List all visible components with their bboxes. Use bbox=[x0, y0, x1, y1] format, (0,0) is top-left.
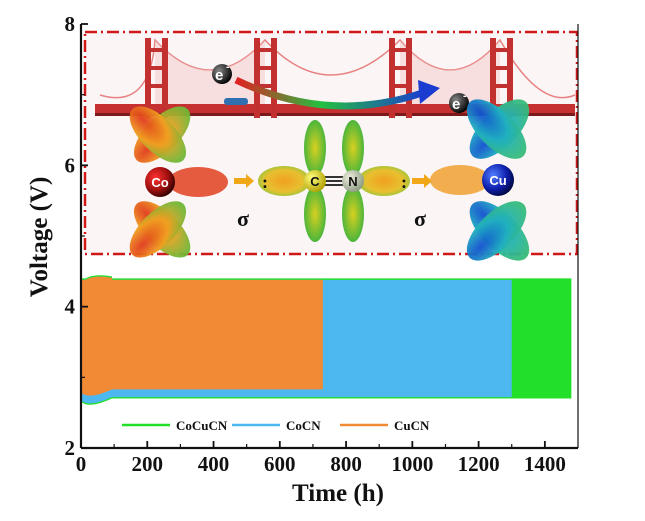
svg-text:N: N bbox=[348, 174, 357, 189]
series-layer bbox=[81, 275, 572, 405]
y-tick-label: 6 bbox=[65, 153, 76, 177]
sigma-label-left: σ bbox=[237, 206, 249, 231]
svg-text:e: e bbox=[215, 67, 223, 84]
electron-left: e - bbox=[212, 61, 232, 84]
y-tick-label: 4 bbox=[65, 295, 76, 319]
legend: CoCuCN CoCN CuCN bbox=[122, 418, 430, 433]
tower bbox=[389, 38, 412, 118]
x-tick-label: 400 bbox=[198, 452, 230, 476]
legend-label-cocn: CoCN bbox=[286, 418, 321, 433]
svg-text:C: C bbox=[310, 174, 320, 189]
x-tick-label: 1000 bbox=[391, 452, 433, 476]
cu-orbital: Cu bbox=[430, 99, 530, 261]
legend-label-cocucn: CoCuCN bbox=[176, 418, 228, 433]
y-axis-title: Voltage (V) bbox=[26, 177, 53, 298]
y-tick-label: 2 bbox=[65, 436, 76, 460]
x-tick-label: 600 bbox=[264, 452, 296, 476]
tower bbox=[490, 38, 513, 118]
series-area-cucn bbox=[81, 279, 323, 390]
x-tick-label: 0 bbox=[76, 452, 87, 476]
inset-illustration: e - e - Co bbox=[83, 30, 579, 261]
x-tick-label: 200 bbox=[132, 452, 164, 476]
svg-text:-: - bbox=[226, 61, 230, 73]
cn-ligand: C N : : bbox=[258, 120, 410, 242]
svg-text::: : bbox=[262, 172, 268, 192]
car-icon bbox=[224, 98, 248, 105]
x-axis-title: Time (h) bbox=[292, 480, 384, 507]
sigma-label-right: σ bbox=[414, 206, 426, 231]
series-initial-cucn bbox=[81, 276, 112, 396]
svg-text:Co: Co bbox=[151, 175, 168, 190]
x-tick-label: 800 bbox=[330, 452, 362, 476]
co-orbital: Co bbox=[129, 106, 228, 258]
arrow-head bbox=[418, 80, 440, 104]
legend-label-cucn: CuCN bbox=[394, 418, 430, 433]
x-tick-label: 1200 bbox=[458, 452, 500, 476]
tower bbox=[145, 38, 168, 118]
svg-text:-: - bbox=[463, 90, 467, 102]
svg-text:Cu: Cu bbox=[489, 173, 506, 188]
electron-transfer-arrow bbox=[234, 76, 427, 110]
axes-layer: 0 200 400 600 800 1000 1200 1400 2 4 6 8 bbox=[65, 12, 579, 476]
electron-right: e - bbox=[449, 90, 469, 113]
svg-text::: : bbox=[401, 172, 407, 192]
svg-text:e: e bbox=[452, 96, 460, 113]
tower bbox=[254, 38, 277, 118]
x-tick-label: 1400 bbox=[524, 452, 566, 476]
y-tick-label: 8 bbox=[65, 12, 76, 36]
